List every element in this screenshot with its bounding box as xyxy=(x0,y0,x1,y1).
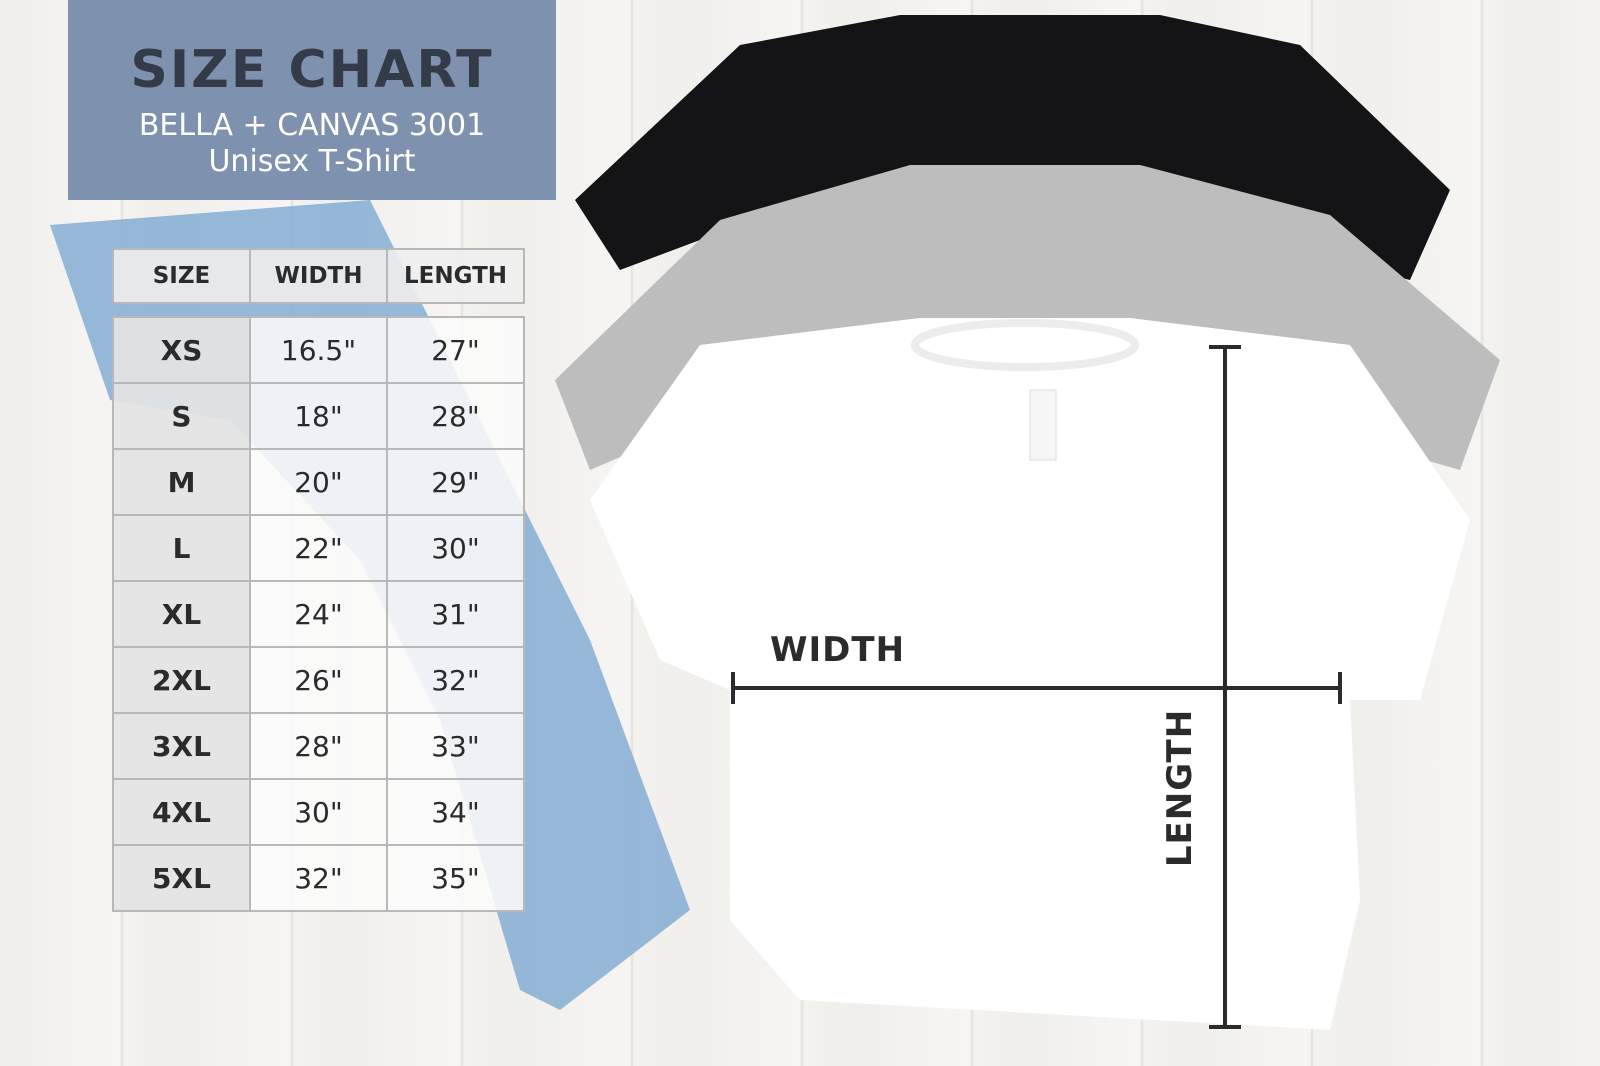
width-cell: 26" xyxy=(249,646,388,714)
size-cell: 2XL xyxy=(112,646,251,714)
width-cell: 24" xyxy=(249,580,388,648)
length-cell: 27" xyxy=(386,316,525,384)
size-cell: 5XL xyxy=(112,844,251,912)
column-header: LENGTH xyxy=(386,248,525,304)
width-cell: 32" xyxy=(249,844,388,912)
length-cell: 31" xyxy=(386,580,525,648)
chart-title: SIZE CHART xyxy=(130,40,494,100)
width-cell: 16.5" xyxy=(249,316,388,384)
table-row: 3XL 28" 33" xyxy=(112,712,525,780)
brand-model: BELLA + CANVAS 3001 xyxy=(138,108,486,143)
size-cell: M xyxy=(112,448,251,516)
length-cell: 30" xyxy=(386,514,525,582)
table-row: 5XL 32" 35" xyxy=(112,844,525,912)
width-cell: 30" xyxy=(249,778,388,846)
size-cell: 3XL xyxy=(112,712,251,780)
length-cell: 29" xyxy=(386,448,525,516)
size-cell: XS xyxy=(112,316,251,384)
length-cell: 33" xyxy=(386,712,525,780)
table-row: XL 24" 31" xyxy=(112,580,525,648)
size-table: XS 16.5" 27" S 18" 28" M 20" 29" L 22" 30" XL 24" 31" 2… xyxy=(112,316,525,912)
width-cell: 20" xyxy=(249,448,388,516)
table-row: S 18" 28" xyxy=(112,382,525,450)
size-cell: S xyxy=(112,382,251,450)
table-row: 2XL 26" 32" xyxy=(112,646,525,714)
table-row: M 20" 29" xyxy=(112,448,525,516)
column-header: WIDTH xyxy=(249,248,388,304)
width-cell: 28" xyxy=(249,712,388,780)
length-cell: 32" xyxy=(386,646,525,714)
table-row: XS 16.5" 27" xyxy=(112,316,525,384)
width-label: WIDTH xyxy=(770,630,906,670)
table-row: 4XL 30" 34" xyxy=(112,778,525,846)
size-table-header: SIZE WIDTH LENGTH xyxy=(112,248,525,304)
table-row: L 22" 30" xyxy=(112,514,525,582)
width-cell: 18" xyxy=(249,382,388,450)
width-cell: 22" xyxy=(249,514,388,582)
length-cell: 35" xyxy=(386,844,525,912)
product-name: Unisex T-Shirt xyxy=(208,144,416,179)
white-tshirt xyxy=(590,318,1470,1030)
size-cell: XL xyxy=(112,580,251,648)
length-cell: 34" xyxy=(386,778,525,846)
shirt-tag xyxy=(1029,389,1057,461)
length-label: LENGTH xyxy=(1160,708,1200,868)
column-header: SIZE xyxy=(112,248,251,304)
size-cell: 4XL xyxy=(112,778,251,846)
size-cell: L xyxy=(112,514,251,582)
length-cell: 28" xyxy=(386,382,525,450)
size-chart-header: SIZE CHART BELLA + CANVAS 3001 Unisex T-… xyxy=(68,0,556,200)
